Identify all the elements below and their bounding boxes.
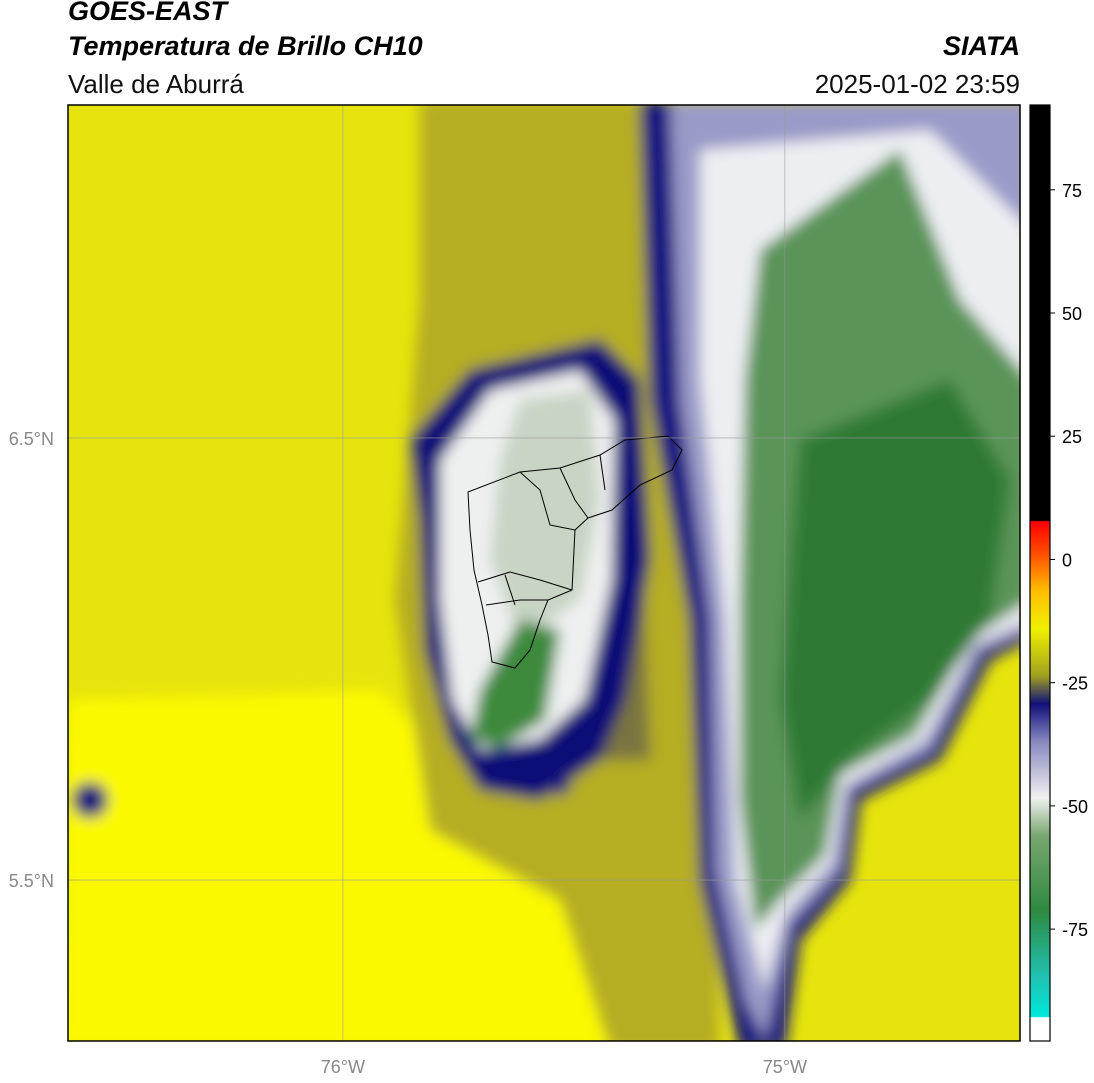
lat-tick-label: 6.5°N [9,429,54,449]
colorbar-tick-label: 50 [1062,304,1082,324]
colorbar-tick-label: 25 [1062,427,1082,447]
colorbar-tick-label: 0 [1062,550,1072,570]
municipal-boundaries [467,435,683,669]
colorbar-tick-label: -75 [1062,920,1088,940]
colorbar-tick-label: -25 [1062,674,1088,694]
lat-tick-label: 5.5°N [9,871,54,891]
colorbar-tick-label: 75 [1062,181,1082,201]
satellite-field [68,105,1020,1041]
subtitle: Temperatura de Brillo CH10 [68,31,423,61]
colorbar [1029,104,1051,1042]
datetime: 2025-01-02 23:59 [815,69,1020,99]
graticule [68,105,1020,1041]
lon-tick-label: 76°W [321,1057,365,1077]
title: GOES-EAST [68,0,230,26]
lon-tick-label: 75°W [763,1057,807,1077]
colorbar-tick-label: -50 [1062,797,1088,817]
map-frame [67,104,1021,1042]
source: SIATA [943,31,1020,61]
region: Valle de Aburrá [68,69,244,99]
